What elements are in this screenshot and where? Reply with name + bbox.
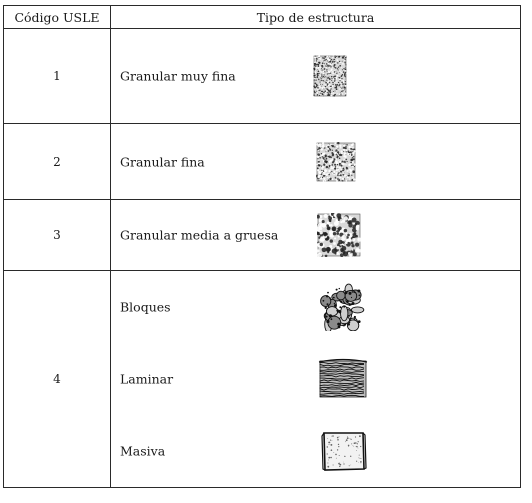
granular-very-fine-texture-icon [313, 55, 347, 97]
usle-code-cell: 3 [3, 199, 111, 271]
usle-code-cell: 1 [3, 28, 111, 124]
structure-cell: Granular fina [110, 123, 521, 200]
header-structure-type: Tipo de estructura [110, 5, 521, 29]
structure-cell: Granular media a gruesa [110, 199, 521, 271]
granular-medium-coarse-texture-icon [317, 213, 361, 257]
table-row: 3 Granular media a gruesa [3, 199, 521, 271]
structure-label: Bloques [120, 299, 171, 315]
massive-texture-icon [319, 429, 367, 473]
blocky-texture-icon [319, 283, 365, 331]
table-row: 1 Granular muy fina [3, 28, 521, 124]
structure-cell: Bloques Laminar Masiva [110, 270, 521, 488]
structure-cell: Granular muy fina [110, 28, 521, 124]
platy-texture-icon [317, 358, 369, 400]
header-usle-code: Código USLE [3, 5, 111, 29]
usle-structure-table: Código USLE Tipo de estructura 1 Granula… [3, 5, 521, 488]
structure-label: Granular muy fina [120, 68, 236, 84]
granular-fine-texture-icon [316, 141, 356, 182]
usle-code-cell: 4 [3, 270, 111, 488]
structure-label: Granular fina [120, 154, 205, 169]
structure-label: Granular media a gruesa [120, 227, 279, 243]
usle-code-cell: 2 [3, 123, 111, 200]
table-row: 2 Granular fina [3, 123, 521, 200]
structure-label: Masiva [120, 443, 166, 459]
table-row: 4 Bloques Laminar Masiva [3, 270, 521, 488]
structure-label: Laminar [120, 371, 174, 387]
